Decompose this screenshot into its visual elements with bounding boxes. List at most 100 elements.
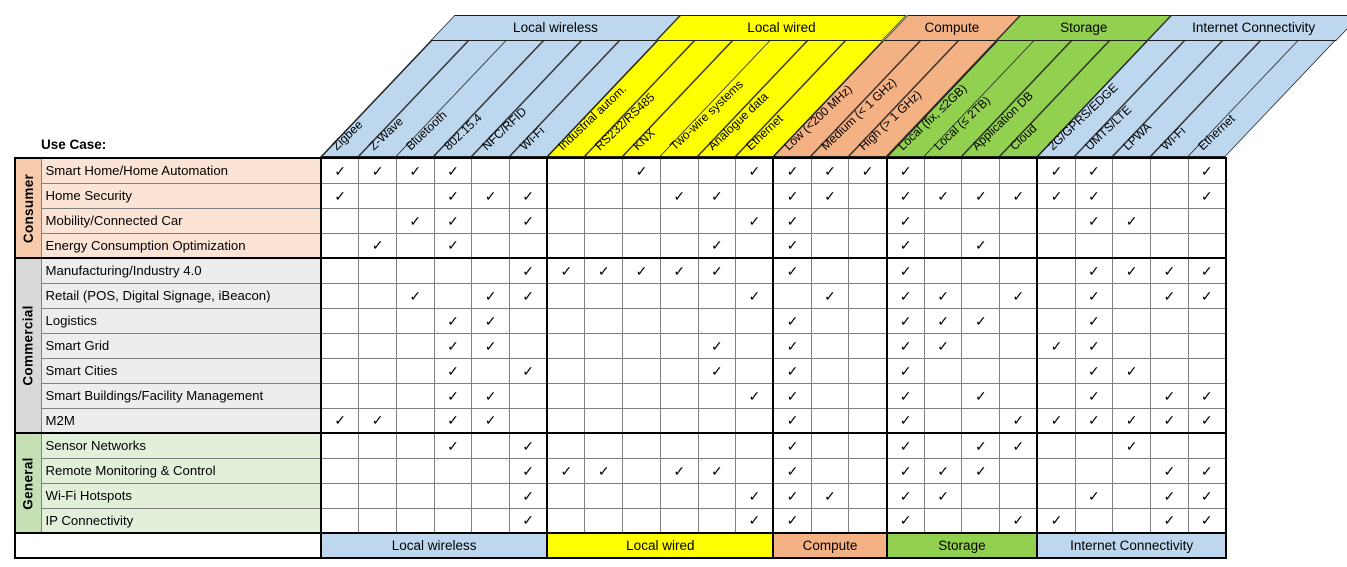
check-remote-monitoring-control--local-fix-2gb-16: ✓ — [885, 457, 925, 484]
check-m2m--nfc-rfid-5: ✓ — [471, 407, 511, 434]
cell-smart-buildings-facility-management--industrial-autom-7 — [546, 382, 586, 409]
bottom-empty-cell — [14, 532, 322, 559]
cell-logistics--wi-fi-23 — [1149, 307, 1189, 334]
cell-smart-cities--bluetooth-3 — [395, 357, 435, 384]
use-case-home-security: Home Security — [40, 182, 322, 209]
check-smart-buildings-facility-management--local-fix-2gb-16: ✓ — [885, 382, 925, 409]
column-headers: Local wireless Local wired Compute Storage I… — [320, 15, 1347, 157]
cell-m2m--application-db-18 — [961, 407, 1001, 434]
check-retail-pos-digital-signage-ibeacon--cloud-19: ✓ — [999, 282, 1038, 309]
cell-energy-consumption-optimization--local-2tb-17 — [923, 232, 963, 259]
use-case-sensor-networks: Sensor Networks — [40, 432, 322, 459]
cell-sensor-networks--ethernet-24 — [1187, 432, 1227, 459]
cell-logistics--analogue-data-11 — [697, 307, 737, 334]
cell-retail-pos-digital-signage-ibeacon--low-200-mhz-13 — [772, 282, 812, 309]
check-energy-consumption-optimization--low-200-mhz-13: ✓ — [772, 232, 812, 259]
check-smart-grid--802-15-4-4: ✓ — [433, 332, 473, 359]
cell-sensor-networks--analogue-data-11 — [697, 432, 737, 459]
check-manufacturing-industry-4-0--wi-fi-6: ✓ — [509, 257, 548, 284]
column-group-label: Internet Connectivity — [1191, 20, 1315, 35]
check-smart-buildings-facility-management--umts-lte-21: ✓ — [1074, 382, 1114, 409]
cell-smart-home-home-automation--application-db-18 — [961, 157, 1001, 184]
use-case-retail-pos-digital-signage-ibeacon: Retail (POS, Digital Signage, iBeacon) — [40, 282, 322, 309]
cell-logistics--industrial-autom-7 — [546, 307, 586, 334]
cell-wi-fi-hotspots--802-15-4-4 — [433, 482, 473, 509]
check-retail-pos-digital-signage-ibeacon--ethernet-24: ✓ — [1187, 282, 1227, 309]
check-manufacturing-industry-4-0--lpwa-22: ✓ — [1112, 257, 1151, 284]
use-case-energy-consumption-optimization: Energy Consumption Optimization — [40, 232, 322, 259]
cell-sensor-networks--umts-lte-21 — [1074, 432, 1114, 459]
check-home-security--medium-1-ghz-14: ✓ — [810, 182, 850, 209]
cell-mobility-connected-car--zigbee-1 — [320, 207, 360, 234]
cell-smart-cities--application-db-18 — [961, 357, 1001, 384]
check-m2m--z-wave-2: ✓ — [358, 407, 397, 434]
cell-m2m--high-1-ghz-15 — [848, 407, 888, 434]
check-wi-fi-hotspots--ethernet-12: ✓ — [735, 482, 774, 509]
cell-sensor-networks--medium-1-ghz-14 — [810, 432, 850, 459]
bottom-group-internet-connectivity: Internet Connectivity — [1036, 532, 1227, 559]
cell-ip-connectivity--umts-lte-21 — [1074, 507, 1114, 534]
cell-manufacturing-industry-4-0--local-2tb-17 — [923, 257, 963, 284]
cell-retail-pos-digital-signage-ibeacon--industrial-autom-7 — [546, 282, 586, 309]
check-manufacturing-industry-4-0--industrial-autom-7: ✓ — [546, 257, 586, 284]
cell-sensor-networks--nfc-rfid-5 — [471, 432, 511, 459]
check-energy-consumption-optimization--z-wave-2: ✓ — [358, 232, 397, 259]
cell-energy-consumption-optimization--two-wire-systems-10 — [659, 232, 699, 259]
check-logistics--local-2tb-17: ✓ — [923, 307, 963, 334]
cell-ip-connectivity--analogue-data-11 — [697, 507, 737, 534]
cell-ip-connectivity--lpwa-22 — [1112, 507, 1151, 534]
column-group-local-wireless: Local wireless — [430, 15, 681, 41]
row-group-label-wrap: General — [16, 435, 40, 531]
cell-smart-home-home-automation--analogue-data-11 — [697, 157, 737, 184]
check-home-security--application-db-18: ✓ — [961, 182, 1001, 209]
cell-energy-consumption-optimization--bluetooth-3 — [395, 232, 435, 259]
row-group-label: General — [20, 456, 36, 510]
check-smart-cities--local-fix-2gb-16: ✓ — [885, 357, 925, 384]
check-smart-home-home-automation--low-200-mhz-13: ✓ — [772, 157, 812, 184]
column-group-storage: Storage — [995, 15, 1172, 41]
check-sensor-networks--cloud-19: ✓ — [999, 432, 1038, 459]
cell-ip-connectivity--application-db-18 — [961, 507, 1001, 534]
cell-smart-cities--knx-9 — [622, 357, 661, 384]
check-remote-monitoring-control--application-db-18: ✓ — [961, 457, 1001, 484]
cell-energy-consumption-optimization--wi-fi-23 — [1149, 232, 1189, 259]
cell-manufacturing-industry-4-0--2g-gprs-edge-20 — [1036, 257, 1076, 284]
check-retail-pos-digital-signage-ibeacon--umts-lte-21: ✓ — [1074, 282, 1114, 309]
check-smart-home-home-automation--bluetooth-3: ✓ — [395, 157, 435, 184]
check-mobility-connected-car--umts-lte-21: ✓ — [1074, 207, 1114, 234]
cell-smart-cities--local-2tb-17 — [923, 357, 963, 384]
check-smart-grid--low-200-mhz-13: ✓ — [772, 332, 812, 359]
cell-manufacturing-industry-4-0--cloud-19 — [999, 257, 1038, 284]
cell-smart-buildings-facility-management--2g-gprs-edge-20 — [1036, 382, 1076, 409]
cell-m2m--ethernet-12 — [735, 407, 774, 434]
check-remote-monitoring-control--wi-fi-6: ✓ — [509, 457, 548, 484]
check-smart-home-home-automation--802-15-4-4: ✓ — [433, 157, 473, 184]
cell-smart-buildings-facility-management--medium-1-ghz-14 — [810, 382, 850, 409]
check-sensor-networks--local-fix-2gb-16: ✓ — [885, 432, 925, 459]
cell-smart-grid--two-wire-systems-10 — [659, 332, 699, 359]
cell-wi-fi-hotspots--two-wire-systems-10 — [659, 482, 699, 509]
cell-ip-connectivity--knx-9 — [622, 507, 661, 534]
column-group-label: Local wireless — [513, 20, 598, 35]
cell-logistics--medium-1-ghz-14 — [810, 307, 850, 334]
cell-sensor-networks--wi-fi-23 — [1149, 432, 1189, 459]
cell-m2m--wi-fi-6 — [509, 407, 548, 434]
check-wi-fi-hotspots--wi-fi-23: ✓ — [1149, 482, 1189, 509]
cell-smart-home-home-automation--nfc-rfid-5 — [471, 157, 511, 184]
cell-ip-connectivity--nfc-rfid-5 — [471, 507, 511, 534]
cell-sensor-networks--high-1-ghz-15 — [848, 432, 888, 459]
check-manufacturing-industry-4-0--low-200-mhz-13: ✓ — [772, 257, 812, 284]
cell-energy-consumption-optimization--wi-fi-6 — [509, 232, 548, 259]
cell-wi-fi-hotspots--analogue-data-11 — [697, 482, 737, 509]
cell-sensor-networks--local-2tb-17 — [923, 432, 963, 459]
check-mobility-connected-car--bluetooth-3: ✓ — [395, 207, 435, 234]
cell-ip-connectivity--high-1-ghz-15 — [848, 507, 888, 534]
cell-wi-fi-hotspots--high-1-ghz-15 — [848, 482, 888, 509]
cell-logistics--2g-gprs-edge-20 — [1036, 307, 1076, 334]
row-group-general: General — [14, 432, 42, 534]
cell-smart-buildings-facility-management--z-wave-2 — [358, 382, 397, 409]
cell-wi-fi-hotspots--knx-9 — [622, 482, 661, 509]
check-home-security--nfc-rfid-5: ✓ — [471, 182, 511, 209]
cell-retail-pos-digital-signage-ibeacon--2g-gprs-edge-20 — [1036, 282, 1076, 309]
